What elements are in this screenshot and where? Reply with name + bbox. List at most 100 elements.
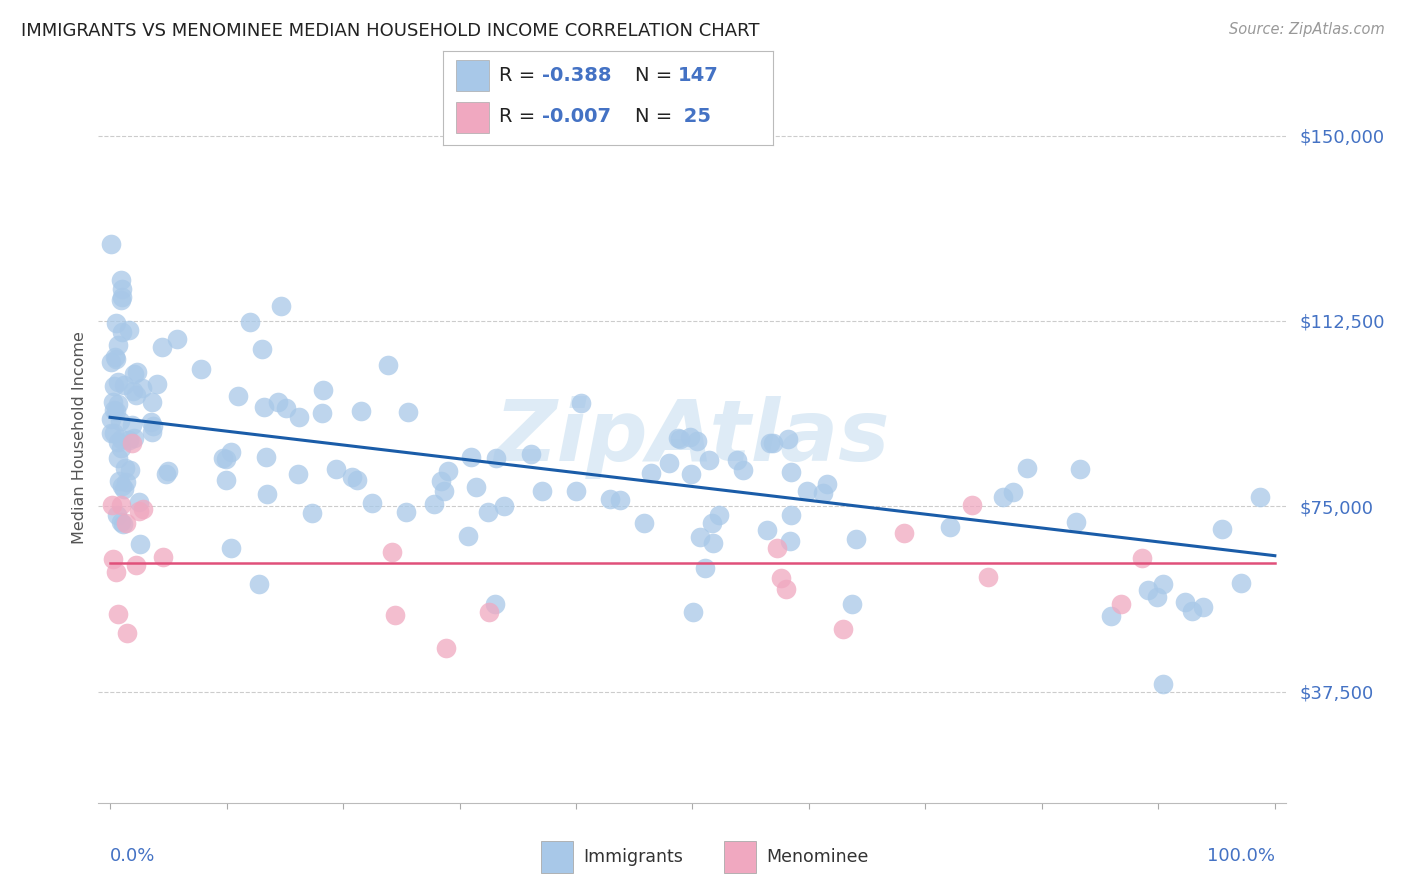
- Point: [668, 432, 690, 446]
- Point: [212, 451, 235, 466]
- Point: [131, 502, 153, 516]
- Point: [107, 607, 129, 621]
- Point: [361, 496, 384, 510]
- Point: [215, 452, 238, 467]
- Point: [815, 476, 838, 491]
- Point: [778, 432, 800, 446]
- Text: Menominee: Menominee: [766, 848, 869, 866]
- Point: [226, 389, 249, 403]
- Point: [270, 299, 292, 313]
- Point: [780, 466, 803, 480]
- Point: [679, 430, 702, 444]
- Point: [599, 491, 621, 506]
- Point: [1017, 461, 1039, 475]
- Point: [114, 461, 136, 475]
- Point: [1001, 485, 1024, 500]
- Point: [104, 316, 127, 330]
- Text: Immigrants: Immigrants: [583, 848, 683, 866]
- Point: [103, 379, 125, 393]
- Point: [633, 516, 655, 530]
- Point: [679, 467, 702, 482]
- Point: [121, 436, 143, 450]
- Text: R =: R =: [499, 66, 541, 85]
- Point: [100, 426, 122, 441]
- Point: [110, 293, 132, 307]
- Point: [457, 529, 479, 543]
- Point: [250, 342, 273, 356]
- Point: [141, 416, 163, 430]
- Point: [762, 435, 785, 450]
- Text: 25: 25: [678, 107, 711, 127]
- Point: [478, 605, 501, 619]
- Point: [142, 419, 165, 434]
- Point: [702, 536, 724, 550]
- Point: [254, 450, 277, 465]
- Point: [104, 404, 127, 418]
- Point: [155, 467, 177, 481]
- Point: [118, 463, 141, 477]
- Point: [689, 530, 711, 544]
- Point: [1230, 576, 1253, 591]
- Text: 100.0%: 100.0%: [1206, 847, 1275, 865]
- Point: [492, 500, 515, 514]
- Point: [100, 237, 122, 252]
- Point: [700, 516, 723, 530]
- Point: [121, 418, 143, 433]
- Point: [115, 626, 138, 640]
- Point: [960, 498, 983, 512]
- Point: [1130, 551, 1153, 566]
- Point: [190, 362, 212, 376]
- Point: [733, 463, 755, 477]
- Point: [342, 470, 364, 484]
- Point: [381, 545, 404, 559]
- Point: [288, 409, 311, 424]
- Point: [125, 365, 148, 379]
- Point: [436, 464, 458, 478]
- Point: [124, 431, 146, 445]
- Text: N =: N =: [634, 66, 678, 85]
- Point: [609, 492, 631, 507]
- Point: [464, 480, 486, 494]
- Text: R =: R =: [499, 107, 541, 127]
- Point: [105, 352, 128, 367]
- Point: [247, 577, 270, 591]
- Point: [118, 323, 141, 337]
- Point: [166, 332, 188, 346]
- Point: [377, 358, 399, 372]
- Point: [267, 395, 290, 409]
- Point: [682, 605, 704, 619]
- Point: [110, 441, 132, 455]
- Point: [256, 487, 278, 501]
- Point: [100, 412, 122, 426]
- Point: [460, 450, 482, 464]
- Point: [103, 402, 125, 417]
- Point: [1180, 604, 1202, 618]
- Point: [666, 431, 689, 445]
- Point: [1069, 461, 1091, 475]
- Text: IMMIGRANTS VS MENOMINEE MEDIAN HOUSEHOLD INCOME CORRELATION CHART: IMMIGRANTS VS MENOMINEE MEDIAN HOUSEHOLD…: [21, 22, 759, 40]
- Point: [118, 434, 141, 448]
- Point: [769, 571, 792, 585]
- Point: [477, 504, 499, 518]
- Point: [108, 475, 131, 489]
- Point: [111, 282, 134, 296]
- Point: [697, 452, 720, 467]
- Point: [530, 483, 553, 498]
- Point: [569, 396, 592, 410]
- Point: [756, 524, 779, 538]
- Point: [107, 375, 129, 389]
- Point: [121, 384, 143, 398]
- Point: [239, 315, 262, 329]
- Point: [1152, 576, 1174, 591]
- Point: [520, 447, 543, 461]
- Bar: [724, 841, 756, 873]
- Text: 147: 147: [678, 66, 718, 85]
- Point: [346, 473, 368, 487]
- Point: [395, 505, 418, 519]
- Text: 0.0%: 0.0%: [110, 847, 156, 865]
- Point: [938, 520, 960, 534]
- Point: [152, 340, 174, 354]
- Point: [110, 432, 132, 446]
- Point: [841, 598, 863, 612]
- Point: [108, 414, 131, 428]
